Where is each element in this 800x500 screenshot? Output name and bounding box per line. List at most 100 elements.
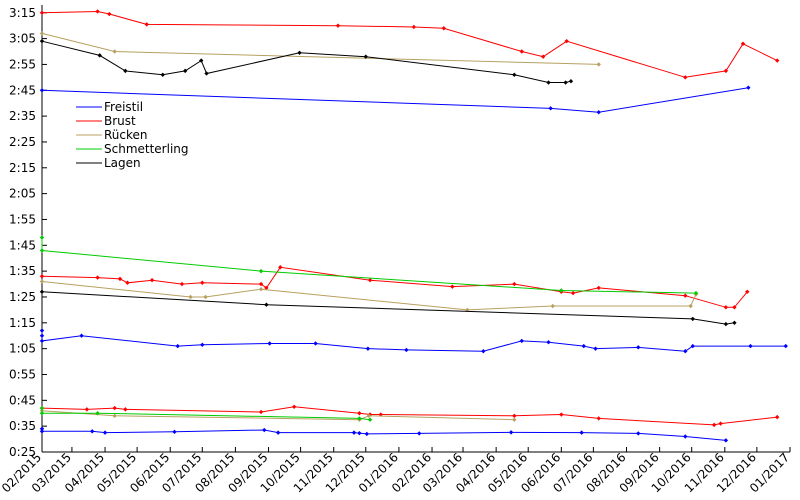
data-point (579, 430, 584, 435)
legend-label-lagen: Lagen (104, 156, 141, 170)
data-point (144, 22, 149, 27)
series-line-freistil (41, 428, 726, 441)
data-point (107, 11, 112, 17)
data-point (199, 58, 204, 63)
data-point (540, 54, 546, 59)
series-layer (39, 9, 788, 443)
data-point (258, 287, 264, 292)
data-point (123, 407, 128, 412)
data-point (596, 285, 601, 291)
data-point (508, 430, 514, 435)
data-point (636, 345, 641, 350)
data-point (683, 75, 688, 80)
data-point (179, 281, 185, 287)
y-tick-label: 1:05 (9, 342, 36, 356)
y-tick-label: 0:35 (9, 419, 36, 433)
data-point (39, 235, 45, 240)
data-point (39, 38, 45, 44)
data-point (95, 9, 100, 14)
data-point (117, 276, 123, 282)
data-point (357, 411, 362, 416)
data-point (688, 303, 693, 309)
data-point (39, 248, 45, 253)
series-line-brust (41, 10, 778, 78)
data-point (258, 268, 264, 274)
data-point (636, 431, 641, 436)
data-point (291, 404, 297, 409)
data-point (441, 26, 446, 31)
data-point (335, 23, 341, 28)
data-point (351, 430, 357, 435)
data-point (564, 38, 569, 44)
series-freistil (39, 85, 788, 443)
data-point (313, 341, 318, 346)
series-line-brust (41, 266, 748, 308)
data-point (112, 405, 117, 411)
data-point (683, 434, 688, 439)
data-point (593, 346, 598, 351)
data-point (711, 422, 717, 428)
data-point (559, 412, 564, 417)
legend-label-schmetterling: Schmetterling (104, 142, 189, 156)
data-point (258, 409, 264, 415)
data-point (365, 346, 371, 351)
y-tick-label: 2:25 (9, 135, 36, 149)
data-point (172, 429, 177, 435)
series-r-cken (39, 31, 699, 422)
data-point (258, 281, 264, 287)
data-point (357, 430, 362, 436)
data-point (364, 431, 370, 437)
data-point (723, 68, 729, 74)
data-point (570, 290, 576, 296)
data-point (783, 343, 788, 349)
data-point (175, 343, 180, 349)
data-point (748, 343, 753, 349)
series-line-lagen (41, 291, 735, 325)
data-point (39, 279, 45, 284)
data-point (746, 85, 751, 90)
axes: 0:25 0:35 0:45 0:55 1:05 1:15 1:25 1:35 1:45 1:55… (0, 5, 792, 495)
data-point (718, 421, 723, 426)
data-point (97, 53, 102, 58)
data-point (39, 411, 45, 416)
data-point (95, 411, 100, 416)
data-point (102, 430, 108, 435)
data-point (519, 49, 524, 54)
data-point (481, 349, 486, 354)
series-line-r-cken (41, 281, 697, 311)
data-point (596, 110, 601, 115)
legend-label-brust: Brust (104, 114, 136, 128)
data-point (723, 321, 729, 327)
data-point (740, 41, 746, 46)
legend-label-r-cken: Rücken (104, 128, 148, 142)
data-point (683, 349, 688, 354)
series-schmetterling (39, 235, 699, 422)
data-point (182, 68, 188, 74)
data-point (39, 10, 45, 15)
data-point (417, 431, 422, 436)
data-point (200, 280, 205, 285)
data-point (188, 294, 193, 300)
data-point (39, 429, 45, 434)
data-point (512, 413, 517, 419)
y-tick-label: 2:15 (9, 161, 36, 175)
series-brust (39, 9, 780, 428)
y-tick-label: 0:55 (9, 367, 36, 381)
y-tick-label: 0:25 (9, 445, 36, 459)
data-point (39, 88, 45, 93)
data-point (267, 341, 272, 346)
y-tick-label: 3:15 (9, 6, 36, 20)
data-point (262, 427, 267, 433)
data-point (95, 275, 100, 280)
data-point (723, 305, 729, 310)
data-point (732, 305, 737, 310)
data-point (366, 413, 372, 419)
data-point (203, 294, 208, 300)
data-point (404, 347, 409, 353)
data-point (39, 289, 45, 295)
data-point (512, 281, 517, 287)
data-point (90, 429, 95, 434)
y-tick-label: 1:15 (9, 316, 36, 330)
series-line-brust (41, 406, 778, 426)
